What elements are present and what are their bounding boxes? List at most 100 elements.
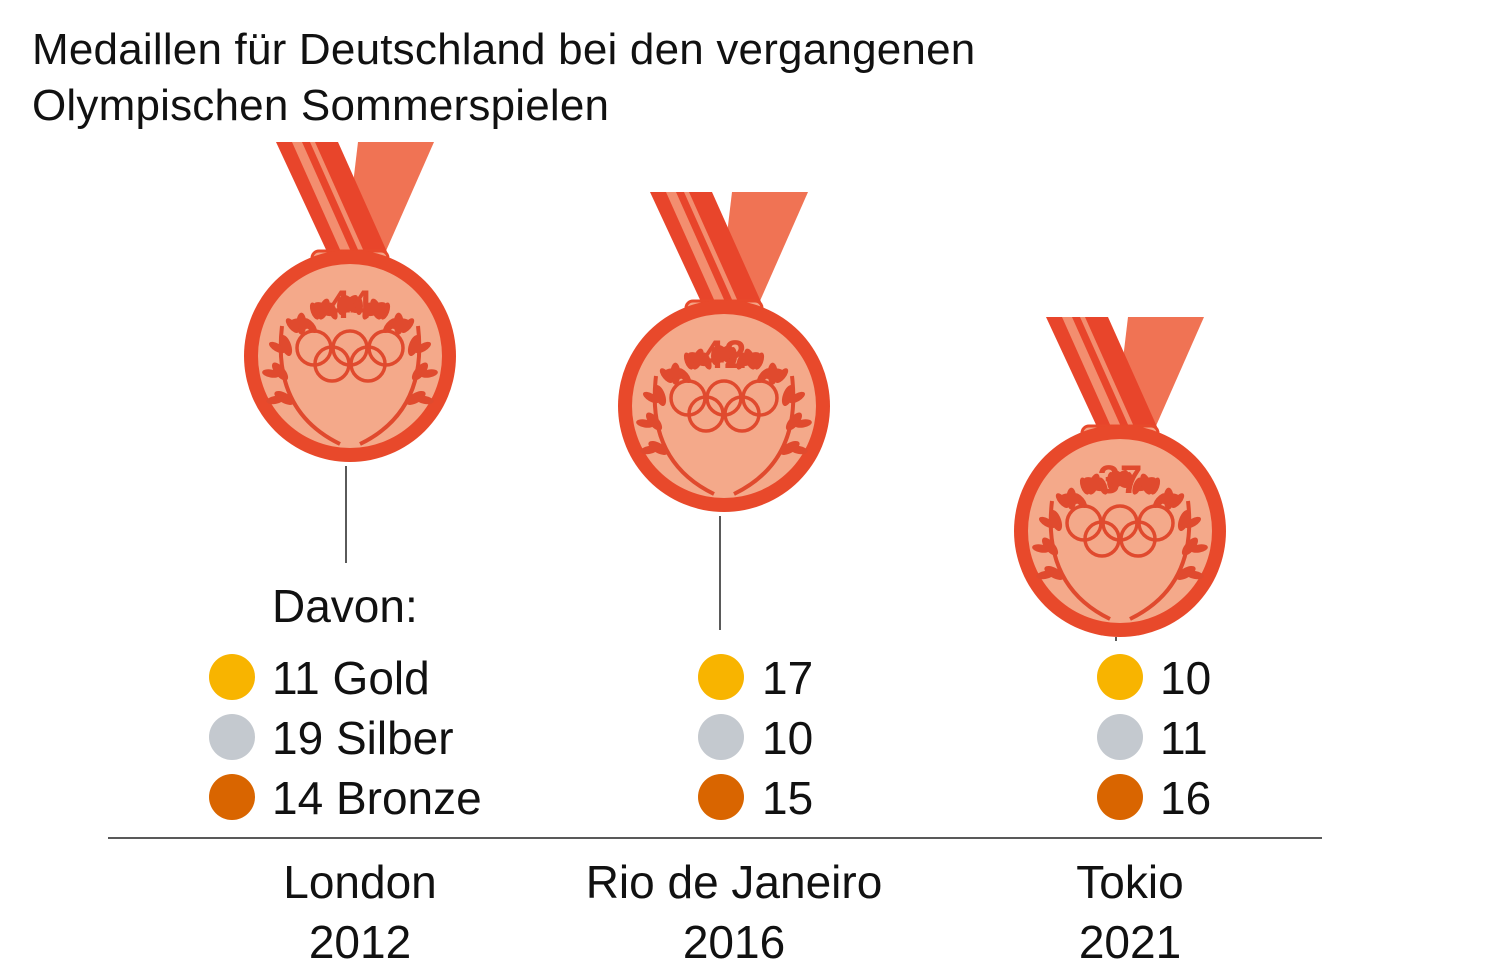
breakdown-layer: 11 Gold 19 Silber 14 Bronze 17 10 15 10 11 16 Dav… <box>209 580 1211 824</box>
category-city: London <box>283 856 437 908</box>
laurel-leaf <box>1150 477 1161 495</box>
laurel-leaf <box>659 368 673 384</box>
laurel-leaf <box>1185 570 1204 580</box>
category-year: 2012 <box>309 916 411 968</box>
chart-title: Medaillen für Deutschland bei den vergan… <box>32 22 1232 134</box>
laurel-leaf <box>729 347 737 365</box>
value-bronze: 15 <box>762 772 813 824</box>
laurel-leaf <box>380 302 391 320</box>
laurel-leaf <box>1036 570 1055 580</box>
laurel-leaf <box>701 352 712 370</box>
laurel-leaf <box>648 440 669 455</box>
value-bronze: 16 <box>1160 772 1211 824</box>
laurel-leaf <box>362 302 373 320</box>
laurel-leaf <box>272 362 289 381</box>
laurel-leaf <box>414 341 431 354</box>
ribbon-stripe <box>310 142 365 254</box>
laurel-leaf <box>744 348 757 370</box>
value-silber: 10 <box>762 712 813 764</box>
laurel-leaf <box>1111 469 1129 489</box>
olympic-ring <box>723 395 761 433</box>
ribbon-stripe <box>1062 317 1122 429</box>
laurel-leaf <box>341 294 359 314</box>
laurel-leaf <box>401 318 415 334</box>
dot-bronze <box>698 774 744 820</box>
dot-silber <box>698 714 744 760</box>
laurel-leaf <box>687 352 708 367</box>
laurel-leaf <box>411 362 428 381</box>
series-name: Silber <box>336 712 454 764</box>
olympic-ring <box>687 395 725 433</box>
laurel-leaf <box>1044 565 1065 580</box>
laurel-leaf <box>1039 516 1056 529</box>
laurel-leaf <box>1032 544 1050 553</box>
laurel-leaf <box>355 297 363 315</box>
laurel-leaf <box>1181 537 1198 556</box>
dot-bronze <box>209 774 255 820</box>
medal-rio-de-janeiro: 42 <box>618 192 830 630</box>
value-number: 11 <box>272 652 333 704</box>
value-silber: 11 <box>1160 712 1208 764</box>
laurel-leaf <box>1184 516 1201 529</box>
laurel-leaf <box>788 391 805 404</box>
laurel-leaf <box>1163 487 1174 510</box>
dot-silber <box>1097 714 1143 760</box>
laurel-leaf <box>370 298 383 320</box>
laurel-leaf <box>313 302 334 317</box>
medal-total: 44 <box>328 283 373 327</box>
laurel-leaf <box>1079 477 1090 495</box>
olympic-ring <box>1119 520 1157 558</box>
laurel-leaf <box>262 369 280 378</box>
value-gold: 11 Gold <box>272 652 430 704</box>
ribbon-front <box>1046 317 1158 429</box>
laurel-leaf <box>1175 565 1196 580</box>
laurel-leaf <box>643 391 660 404</box>
medal-face <box>1028 439 1212 623</box>
title-line-2: Olympischen Sommerspielen <box>32 81 610 130</box>
laurel-leaf <box>640 445 659 455</box>
laurel-leaf <box>754 352 765 370</box>
laurel-leaf <box>736 352 747 370</box>
value-silber: 19 Silber <box>272 712 454 764</box>
laurel-leaf <box>420 369 438 378</box>
title-line-1: Medaillen für Deutschland bei den vergan… <box>32 25 976 74</box>
laurel-leaf <box>1042 537 1059 556</box>
laurel-leaf <box>1097 477 1108 495</box>
value-number: 19 <box>272 712 336 764</box>
laurel-leaf <box>785 412 802 431</box>
ribbon-stripe <box>292 142 352 254</box>
value-gold: 17 <box>762 652 813 704</box>
laurel-leaf <box>775 368 789 384</box>
laurel-leaf <box>1132 477 1143 495</box>
laurel-leaf <box>789 445 808 455</box>
laurel-leaf <box>1083 477 1104 492</box>
laurel-leaf <box>309 302 320 320</box>
medal-face <box>258 264 442 448</box>
laurel-leaf <box>393 312 404 335</box>
laurel-leaf <box>794 419 812 428</box>
laurel-leaf <box>285 318 299 334</box>
medal-london: 44 <box>244 142 456 563</box>
laurel-leaf <box>1140 473 1153 495</box>
medals-layer: 44 42 37 <box>244 142 1226 641</box>
medal-face <box>632 314 816 498</box>
laurel-leaf <box>646 412 663 431</box>
laurel-leaf <box>1055 493 1069 509</box>
laurel-leaf <box>715 344 733 364</box>
dot-gold <box>698 654 744 700</box>
breakdown-label: Davon: <box>272 580 418 632</box>
value-gold: 10 <box>1160 652 1211 704</box>
dot-bronze <box>1097 774 1143 820</box>
dot-gold <box>209 654 255 700</box>
olympic-ring <box>1083 520 1121 558</box>
category-city: Tokio <box>1076 856 1183 908</box>
laurel-leaf <box>415 395 434 405</box>
medal-total: 37 <box>1098 458 1143 502</box>
category-year: 2016 <box>683 916 785 968</box>
value-bronze: 14 Bronze <box>272 772 482 824</box>
dot-gold <box>1097 654 1143 700</box>
ribbon-stripe <box>666 192 726 304</box>
olympic-ring <box>349 345 387 383</box>
laurel-leaf <box>767 362 778 385</box>
